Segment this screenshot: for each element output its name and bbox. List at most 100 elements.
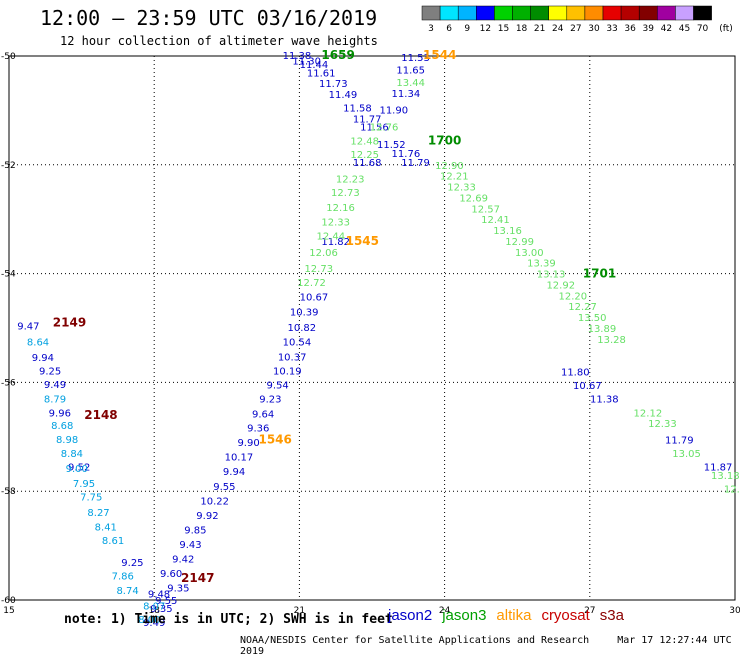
wave-height-label: 13.89	[588, 324, 617, 335]
colorbar-swatch	[439, 5, 459, 21]
wave-height-label: 11.79	[401, 158, 430, 169]
y-tick-label: -60	[1, 596, 16, 606]
wave-height-label: 9.48	[148, 589, 170, 600]
wave-height-label: 11.68	[353, 158, 382, 169]
footnote: note: 1) Time is in UTC; 2) SWH is in fe…	[64, 612, 393, 627]
legend-entry-jason2: jason2	[388, 607, 433, 624]
y-tick-label: -56	[1, 378, 16, 388]
colorbar-swatch	[657, 5, 676, 21]
wave-height-label: 12.57	[471, 204, 500, 215]
wave-height-label: 9.54	[266, 381, 288, 392]
wave-height-label: 12.73	[304, 264, 333, 275]
wave-height-label: 12.23	[336, 174, 365, 185]
wave-height-label: 11.76	[392, 149, 421, 160]
colorbar-swatch	[530, 5, 549, 21]
wave-height-label: 8.84	[61, 449, 83, 460]
wave-height-label: 12.33	[321, 217, 350, 228]
colorbar-tick-label: 3	[428, 24, 434, 34]
wave-height-label: 10.22	[200, 496, 229, 507]
colorbar-tick-label: 27	[570, 24, 581, 34]
colorbar-unit: (ft)	[719, 24, 733, 34]
wave-height-label: 8.79	[44, 395, 66, 406]
colorbar-swatch	[584, 5, 604, 21]
pass-time-label: 2147	[181, 571, 214, 585]
wave-height-label: 9.35	[150, 604, 172, 615]
wave-height-label: 13.28	[597, 335, 626, 346]
colorbar-tick-label: 21	[534, 24, 545, 34]
wave-height-label: 11.87	[704, 463, 733, 474]
pass-time-label: 2149	[53, 316, 86, 330]
wave-height-label: 9.85	[184, 525, 206, 536]
colorbar-tick-label: 18	[516, 24, 528, 34]
legend-entry-jason3: jason3	[442, 607, 487, 624]
wave-height-label: 13.16	[493, 226, 522, 237]
pass-time-label: 1545	[346, 234, 379, 248]
x-tick-label: 30	[729, 606, 740, 616]
credit-line: NOAA/NESDIS Center for Satellite Applica…	[240, 635, 740, 657]
wave-height-label: 9.43	[179, 540, 201, 551]
y-tick-label: -50	[1, 52, 16, 62]
wave-height-label: 9.64	[252, 409, 274, 420]
colorbar-tick-label: 33	[606, 24, 617, 34]
colorbar-tick-label: 39	[643, 24, 655, 34]
wave-height-label: 12.41	[481, 215, 510, 226]
wave-height-label: 8.74	[116, 586, 138, 597]
wave-height-label: 12.44	[317, 232, 346, 243]
wave-height-label: 8.07	[143, 601, 165, 612]
pass-time-label: 1544	[423, 48, 456, 62]
wave-height-label: 10.39	[290, 308, 319, 319]
chart-subtitle: 12 hour collection of altimeter wave hei…	[60, 34, 378, 48]
wave-height-label: 7.75	[80, 493, 102, 504]
wave-height-label: 10.19	[273, 366, 302, 377]
wave-height-label: 9.25	[39, 366, 61, 377]
wave-height-label: 12.69	[459, 193, 488, 204]
wave-height-label: 13.13	[537, 270, 566, 281]
satellite-legend: jason2 jason3 altika cryosat s3a	[388, 607, 634, 624]
wave-height-label: 11.58	[343, 104, 372, 115]
wave-height-label: 9.25	[121, 558, 143, 569]
wave-height-label: 9.35	[167, 583, 189, 594]
colorbar-swatch	[620, 5, 640, 21]
legend-entry-altika: altika	[496, 607, 532, 624]
wave-height-label: 12.5	[724, 484, 740, 495]
wave-height-label: 11.52	[377, 140, 406, 151]
wave-height-label: 11.80	[561, 368, 590, 379]
wave-height-label: 9.36	[247, 424, 269, 435]
wave-height-label: 11.65	[396, 66, 425, 77]
wave-height-label: 11.49	[329, 90, 358, 101]
wave-height-label: 10.67	[573, 381, 602, 392]
wave-height-label: 12.90	[435, 161, 464, 172]
colorbar-tick-label: 6	[446, 24, 452, 34]
wave-height-label: 11.82	[321, 237, 350, 248]
colorbar-swatch	[494, 5, 513, 21]
colorbar-swatch	[566, 5, 586, 21]
wave-height-label: 9.42	[172, 555, 194, 566]
wave-height-label: 9.23	[259, 395, 281, 406]
x-tick-label: 24	[439, 606, 451, 616]
wave-height-label: 13.50	[578, 313, 607, 324]
pass-time-label: 1659	[321, 48, 354, 62]
wave-height-label: 9.94	[223, 467, 245, 478]
colorbar-swatch	[693, 5, 712, 21]
colorbar-tick-label: 42	[661, 24, 672, 34]
colorbar-tick-label: 30	[588, 24, 600, 34]
colorbar-tick-label: 36	[624, 24, 636, 34]
wave-height-label: 10.17	[225, 452, 254, 463]
colorbar-swatch	[476, 5, 495, 21]
wave-height-label: 8.61	[102, 536, 124, 547]
wave-height-label: 9.49	[143, 618, 165, 629]
colorbar-swatch	[675, 5, 694, 21]
wave-height-label: 12.92	[546, 280, 575, 291]
x-tick-label: 21	[294, 606, 305, 616]
wave-height-label: 11.61	[307, 68, 336, 79]
color-scale-legend: 3 6 9 12 15 18 21 24 27 30 33 36 39 42 45 70 (ft)	[421, 5, 733, 34]
wave-height-label: 13.44	[396, 78, 425, 89]
wave-height-label: 12.73	[331, 188, 360, 199]
wave-height-label: 12.06	[309, 248, 338, 259]
wave-height-label: 9.92	[196, 511, 218, 522]
wave-height-label: 12.48	[350, 136, 379, 147]
wave-height-label: 12.25	[350, 150, 379, 161]
colorbar-swatch	[421, 5, 441, 21]
wave-height-label: 10.54	[283, 338, 312, 349]
wave-height-label: 11.38	[283, 51, 312, 62]
